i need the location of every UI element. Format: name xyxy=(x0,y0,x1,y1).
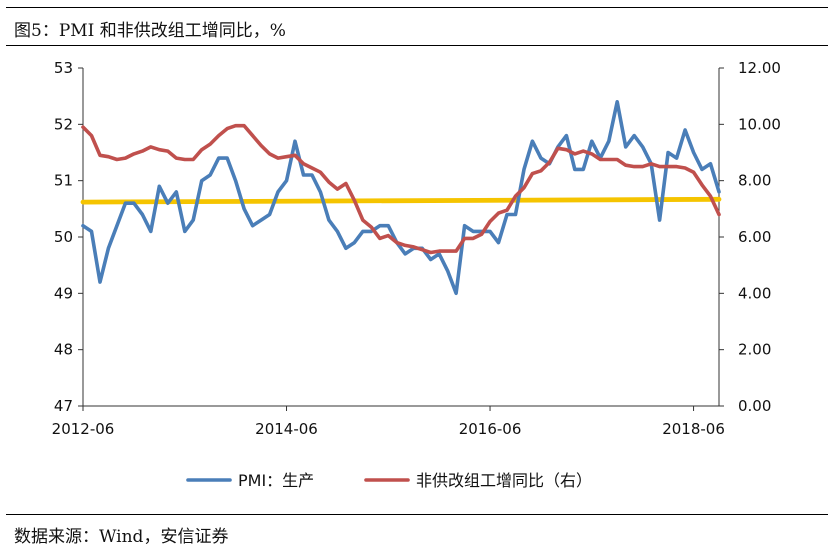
bottom-rule xyxy=(6,514,828,515)
left-tick-label: 52 xyxy=(54,115,73,133)
series-group xyxy=(80,100,722,296)
right-tick-label: 6.00 xyxy=(738,228,771,246)
left-tick-label: 47 xyxy=(54,397,73,415)
legend-label-2: 非供改组工增同比（右） xyxy=(416,471,592,490)
top-rule xyxy=(6,7,828,8)
left-tick-label: 49 xyxy=(54,284,73,302)
pmi-series-line xyxy=(81,100,721,296)
x-tick-label: 2012-06 xyxy=(52,420,115,438)
right-tick-label: 2.00 xyxy=(738,341,771,359)
ip-series-line xyxy=(81,123,721,255)
right-tick-label: 4.00 xyxy=(738,284,771,302)
legend-label-1: PMI：生产 xyxy=(238,471,314,490)
left-tick-label: 50 xyxy=(54,228,73,246)
right-tick-label: 10.00 xyxy=(738,115,781,133)
right-tick-label: 12.00 xyxy=(738,59,781,77)
left-tick-label: 51 xyxy=(54,172,73,190)
source-note: 数据来源：Wind，安信证券 xyxy=(14,527,229,547)
legend: PMI：生产 非供改组工增同比（右） xyxy=(186,471,592,490)
right-tick-label: 0.00 xyxy=(738,397,771,415)
axes-group: 47 48 49 50 51 52 53 0.00 2.00 4.00 6.00 8.00 10.00 1… xyxy=(52,59,781,438)
figure-title: 图5：PMI 和非供改组工增同比，% xyxy=(14,21,286,41)
title-rule xyxy=(6,45,828,46)
left-tick-label: 48 xyxy=(54,341,73,359)
reference-line xyxy=(80,196,722,205)
x-tick-label: 2016-06 xyxy=(459,420,522,438)
right-tick-label: 8.00 xyxy=(738,172,771,190)
left-tick-label: 53 xyxy=(54,59,73,77)
x-tick-label: 2014-06 xyxy=(255,420,318,438)
x-tick-label: 2018-06 xyxy=(662,420,725,438)
